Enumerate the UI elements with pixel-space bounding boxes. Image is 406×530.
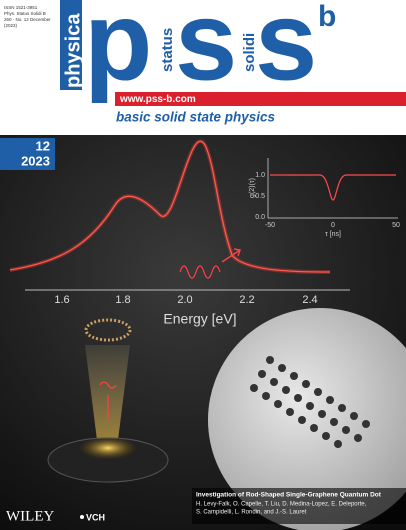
inset-y-tick: 0.0 (255, 214, 265, 221)
physica-bar (60, 0, 82, 90)
quantum-dot (84, 318, 132, 342)
issue-box (0, 138, 55, 170)
x-tick-label: 2.2 (239, 294, 254, 306)
graphene-sheet (208, 308, 406, 530)
issn: ISSN 1521-3951 (4, 5, 38, 10)
authors: S. Campidelli, L. Rondin, and J.-S. Laur… (196, 510, 307, 516)
status: status (159, 28, 176, 72)
inset-y-tick: 1.0 (255, 172, 265, 179)
issn-block: ISSN 1521-3951 Phys. Status Solidi B 260… (4, 5, 51, 28)
molecules (250, 356, 370, 448)
inset-curve (270, 174, 396, 201)
logo-letter: p (84, 0, 152, 104)
x-tick-label: 1.8 (115, 294, 130, 306)
url-bar (115, 92, 406, 106)
separator (80, 515, 84, 519)
excitation (99, 381, 117, 420)
inset-x-tick: 50 (392, 222, 400, 229)
x-tick-label: 1.6 (54, 294, 69, 306)
journal-ref: Phys. Status Solidi B (4, 11, 46, 16)
url: www.pss-b.com (119, 94, 196, 105)
logo: p s s (84, 0, 317, 104)
inset-y-label: g(2)(τ) (249, 178, 256, 198)
spectrum-curve (9, 140, 331, 273)
photon-arrow (221, 248, 241, 263)
x-ticks: 1.6 1.8 2.0 2.2 2.4 (54, 294, 317, 306)
authors: H. Levy-Falk, O. Capelle, T. Liu, D. Med… (196, 502, 367, 508)
x-tick-label: 2.0 (177, 294, 192, 306)
x-tick-label: 2.4 (302, 294, 317, 306)
objective-glow (78, 436, 138, 460)
publisher: WILEY (6, 508, 54, 524)
issue-year: 2023 (21, 153, 50, 168)
tagline: basic solid state physics (116, 110, 276, 125)
solidi: solidi (241, 33, 258, 72)
physica: physica (62, 13, 84, 88)
volume: 260 · No. 12 December (4, 17, 51, 22)
year-ref: (2023) (4, 23, 18, 28)
light-beam (85, 345, 130, 440)
inset-x-label: τ [ns] (325, 231, 341, 238)
logo-letter: s (255, 0, 317, 104)
x-axis-label: Energy [eV] (163, 311, 236, 327)
logo-letter: s (175, 0, 237, 104)
caption-box (192, 488, 406, 524)
inset: 1.0 0.5 0.0 -50 0 50 τ [ns] g(2)(τ) (249, 158, 400, 238)
inset-y-tick: 0.5 (255, 193, 265, 200)
article-title: Investigation of Rod-Shaped Single-Graph… (196, 492, 382, 499)
photon-wave (179, 265, 221, 279)
logo-superscript: b (318, 0, 336, 33)
inset-x-tick: -50 (265, 222, 275, 229)
inset-x-tick: 0 (331, 222, 335, 229)
issue-number: 12 (36, 138, 50, 153)
imprint: VCH (86, 512, 105, 522)
